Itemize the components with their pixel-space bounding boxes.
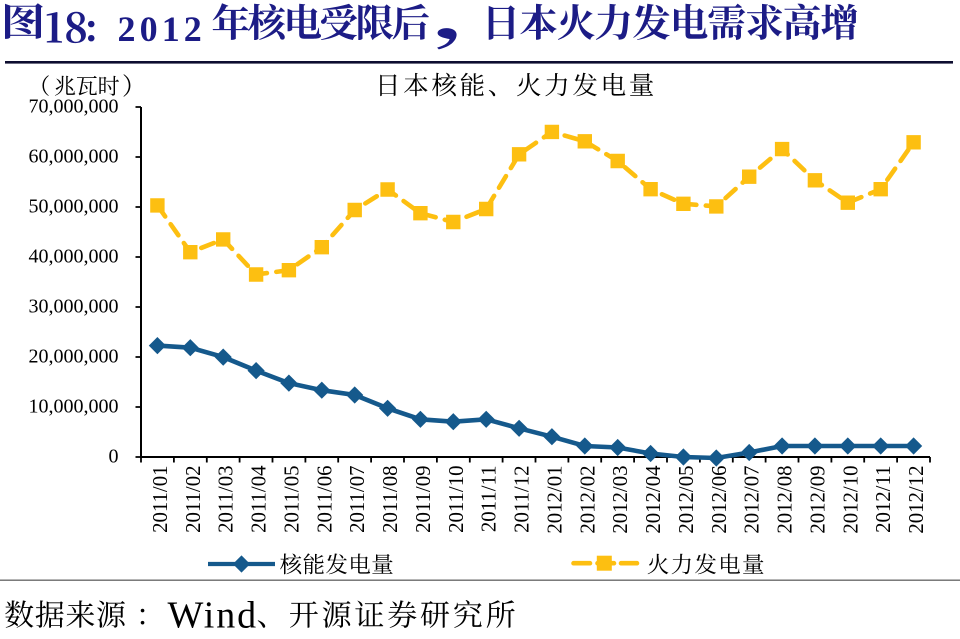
svg-text:2012/03: 2012/03 — [609, 466, 632, 534]
svg-text:2012/12: 2012/12 — [905, 466, 928, 534]
svg-text:2011/04: 2011/04 — [248, 465, 271, 533]
svg-text:2012/07: 2012/07 — [741, 466, 764, 534]
svg-text:2011/01: 2011/01 — [149, 466, 172, 533]
svg-text:2012/11: 2012/11 — [872, 466, 895, 533]
svg-text:2012/06: 2012/06 — [708, 466, 731, 534]
svg-text:2012/10: 2012/10 — [839, 466, 862, 534]
svg-text:50,000,000: 50,000,000 — [29, 196, 119, 218]
svg-text:60,000,000: 60,000,000 — [29, 146, 119, 168]
svg-text:2011/07: 2011/07 — [346, 466, 369, 533]
svg-text:Wind: Wind — [168, 594, 259, 636]
svg-text:30,000,000: 30,000,000 — [29, 296, 119, 318]
svg-text:2012: 2012 — [118, 9, 206, 49]
svg-text:2011/05: 2011/05 — [280, 466, 303, 533]
svg-text:2011/09: 2011/09 — [412, 466, 435, 533]
svg-text:2011/03: 2011/03 — [215, 466, 238, 533]
svg-text:0: 0 — [109, 446, 119, 468]
svg-text:2012/02: 2012/02 — [576, 466, 599, 534]
svg-text:2012/09: 2012/09 — [806, 466, 829, 534]
svg-text:2011/08: 2011/08 — [379, 466, 402, 533]
svg-text:2012/01: 2012/01 — [543, 466, 566, 534]
svg-text:10,000,000: 10,000,000 — [29, 396, 119, 418]
svg-text:40,000,000: 40,000,000 — [29, 246, 119, 268]
svg-text:2012/04: 2012/04 — [642, 465, 665, 534]
svg-text:2011/06: 2011/06 — [313, 466, 336, 533]
svg-text:2011/10: 2011/10 — [445, 466, 468, 533]
svg-text:70,000,000: 70,000,000 — [29, 96, 119, 118]
svg-text:2011/11: 2011/11 — [478, 466, 501, 533]
svg-text:2011/02: 2011/02 — [182, 466, 205, 533]
svg-text:20,000,000: 20,000,000 — [29, 346, 119, 368]
svg-text:2012/05: 2012/05 — [675, 466, 698, 534]
svg-text:2011/12: 2011/12 — [511, 466, 534, 533]
svg-text:2012/08: 2012/08 — [774, 466, 797, 534]
